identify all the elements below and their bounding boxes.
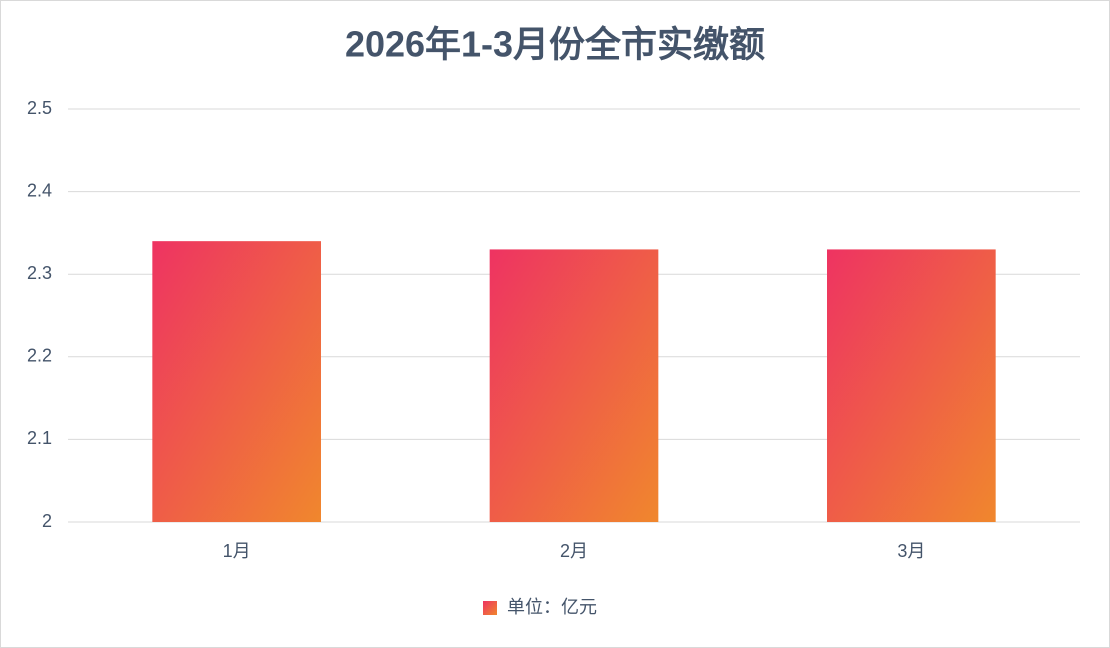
bar — [827, 249, 996, 523]
y-tick-label: 2.2 — [27, 346, 52, 366]
bar — [152, 241, 321, 522]
x-tick-label: 3月 — [897, 541, 925, 561]
y-tick-label: 2.4 — [27, 180, 52, 200]
x-tick-label: 2月 — [560, 541, 588, 561]
y-tick-label: 2.5 — [27, 98, 52, 118]
chart-title: 2026年1-3月份全市实缴额 — [345, 24, 765, 65]
y-tick-label: 2 — [42, 511, 52, 531]
bar — [489, 249, 659, 523]
legend-label: 单位：亿元 — [507, 597, 597, 617]
y-tick-label: 2.1 — [27, 428, 52, 448]
legend-swatch — [483, 601, 497, 615]
x-tick-label: 1月 — [223, 541, 251, 561]
y-tick-label: 2.3 — [27, 263, 52, 283]
